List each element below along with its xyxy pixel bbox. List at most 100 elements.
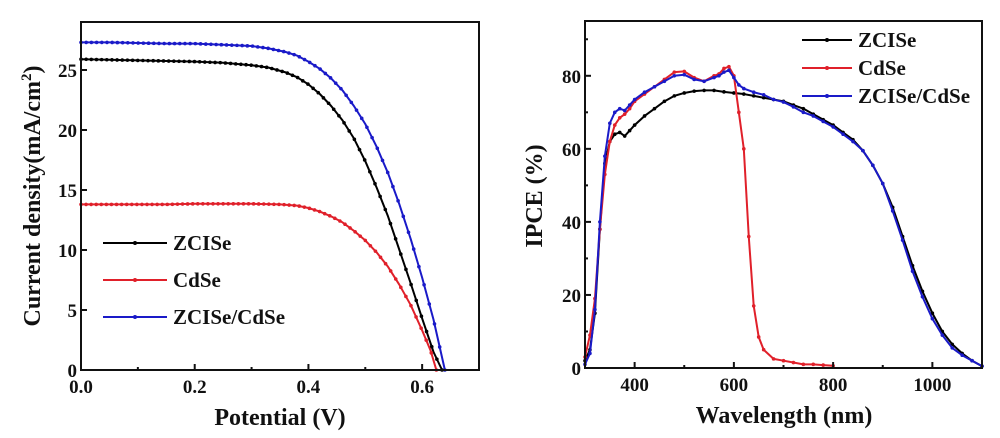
jv-data-point xyxy=(246,202,251,206)
jv-data-point xyxy=(388,269,393,273)
jv-legend-item: ZCISe/CdSe xyxy=(103,305,285,329)
ipce-data-point xyxy=(727,68,731,73)
ipce-data-point xyxy=(781,100,786,104)
jv-data-point xyxy=(419,314,424,318)
jv-series-line xyxy=(81,202,438,371)
ipce-data-point xyxy=(608,121,612,126)
jv-data-point xyxy=(348,226,352,230)
jv-data-point xyxy=(353,230,357,234)
jv-data-point xyxy=(388,221,393,226)
jv-data-point xyxy=(195,202,200,206)
ipce-data-point xyxy=(717,73,721,78)
jv-data-point xyxy=(89,40,94,45)
jv-data-point xyxy=(261,45,265,50)
jv-data-point xyxy=(435,357,439,361)
ipce-series-zcise xyxy=(583,88,984,368)
jv-data-point xyxy=(202,60,207,64)
jv-data-point xyxy=(414,315,418,319)
jv-data-point xyxy=(261,202,266,206)
ipce-data-point xyxy=(627,128,632,133)
jv-data-point xyxy=(437,345,442,349)
jv-data-point xyxy=(99,57,104,62)
jv-data-point xyxy=(287,203,291,207)
jv-data-point xyxy=(270,66,274,71)
ipce-data-point xyxy=(930,311,935,316)
ipce-data-point xyxy=(900,238,905,242)
jv-data-point xyxy=(280,69,284,74)
jv-data-point xyxy=(190,202,195,206)
jv-data-point xyxy=(417,264,421,269)
ipce-data-point xyxy=(751,94,756,98)
ipce-data-point xyxy=(841,132,845,137)
jv-data-point xyxy=(266,46,270,51)
jv-data-point xyxy=(233,62,238,66)
jv-data-point xyxy=(254,64,259,68)
jv-data-point xyxy=(337,113,341,118)
ipce-data-point xyxy=(756,335,761,339)
jv-legend-item: CdSe xyxy=(103,268,221,292)
ipce-data-point xyxy=(617,106,622,111)
jv-data-point xyxy=(282,202,286,207)
jv-x-tick-label: 0.4 xyxy=(297,377,321,398)
jv-legend: ZCISe CdSe ZCISe/CdSe xyxy=(103,231,285,329)
jv-data-point xyxy=(333,81,338,85)
ipce-data-point xyxy=(970,358,974,363)
ipce-data-point xyxy=(672,73,677,78)
jv-data-point xyxy=(311,86,315,91)
jv-data-point xyxy=(140,202,144,207)
jv-data-point xyxy=(94,40,99,45)
jv-data-point xyxy=(192,59,197,64)
ipce-data-point xyxy=(612,123,617,127)
jv-data-point xyxy=(135,202,139,207)
jv-data-point xyxy=(344,93,348,98)
jv-data-point xyxy=(226,202,231,206)
ipce-data-point xyxy=(722,90,726,94)
ipce-data-point xyxy=(632,97,637,102)
ipce-data-point xyxy=(727,64,731,69)
ipce-y-tick-label: 20 xyxy=(562,286,581,307)
jv-data-point xyxy=(302,57,307,62)
jv-data-point xyxy=(380,158,385,163)
jv-data-point xyxy=(373,181,377,186)
jv-data-point xyxy=(323,71,328,76)
jv-data-point xyxy=(362,158,367,162)
jv-data-point xyxy=(185,202,190,206)
jv-data-point xyxy=(313,63,317,68)
ipce-data-point xyxy=(632,123,637,127)
ipce-data-point xyxy=(920,294,925,299)
jv-data-point xyxy=(180,202,185,206)
ipce-data-point xyxy=(801,362,806,367)
jv-data-point xyxy=(409,282,413,287)
jv-legend-item: ZCISe xyxy=(103,231,231,255)
jv-data-point xyxy=(352,137,357,142)
ipce-data-point xyxy=(821,119,825,124)
jv-data-point xyxy=(229,43,234,47)
ipce-data-point xyxy=(737,83,741,87)
jv-data-point xyxy=(94,57,99,62)
jv-data-point xyxy=(357,147,362,152)
ipce-data-point xyxy=(801,106,806,111)
ipce-ticks: 400 600 800 1000 0 20 40 60 80 xyxy=(562,38,951,396)
jv-data-point xyxy=(424,329,429,334)
ipce-data-point xyxy=(722,66,726,71)
jv-data-point xyxy=(170,202,175,207)
ipce-series-cdse xyxy=(583,64,835,368)
jv-data-point xyxy=(110,40,114,45)
ipce-data-point xyxy=(761,347,766,352)
jv-data-point xyxy=(321,96,326,100)
jv-data-point xyxy=(110,58,114,62)
jv-data-point xyxy=(292,203,297,208)
jv-data-point xyxy=(404,267,408,272)
jv-data-point xyxy=(177,41,182,46)
ipce-y-axis-title: IPCE (%) xyxy=(522,144,548,247)
jv-data-point xyxy=(188,41,192,46)
jv-data-point xyxy=(241,202,246,206)
ipce-data-point xyxy=(761,92,766,97)
jv-data-point xyxy=(281,49,286,54)
ipce-y-tick-label: 0 xyxy=(572,359,582,380)
jv-data-point xyxy=(295,75,300,80)
jv-data-point xyxy=(333,216,337,221)
jv-data-point xyxy=(370,135,374,140)
jv-data-point xyxy=(224,43,229,47)
jv-data-point xyxy=(198,42,203,46)
